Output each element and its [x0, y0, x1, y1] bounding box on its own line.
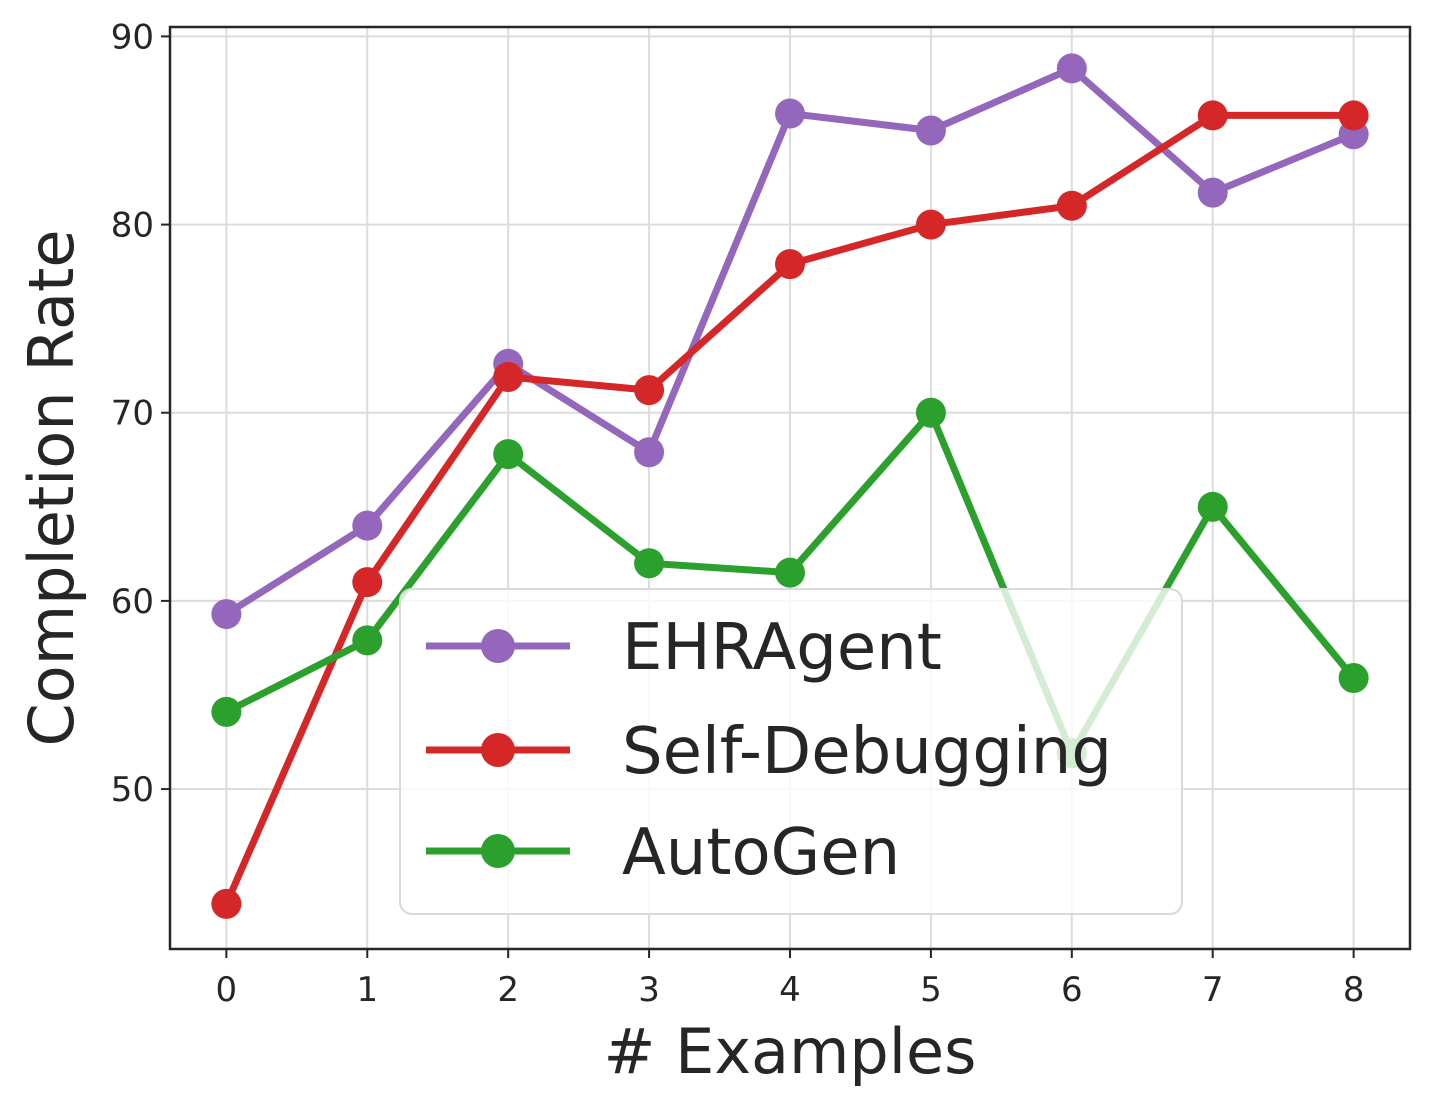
x-tick-label: 5 — [920, 970, 942, 1010]
legend: EHRAgent Self-Debugging AutoGen — [399, 588, 1183, 915]
data-point — [1197, 100, 1228, 131]
legend-entry: EHRAgent — [426, 611, 942, 685]
data-point — [1197, 491, 1228, 522]
y-tick-label: 50 — [111, 770, 154, 810]
x-tick-label: 0 — [216, 970, 238, 1010]
data-point — [493, 439, 524, 470]
data-point — [1056, 53, 1087, 84]
x-tick-label: 4 — [779, 970, 801, 1010]
y-tick-label: 60 — [111, 582, 154, 622]
data-point — [775, 249, 805, 280]
data-point — [634, 548, 665, 579]
series-self-debugging — [211, 100, 1369, 919]
legend-label: Self-Debugging — [622, 715, 1112, 789]
data-point — [493, 361, 524, 392]
legend-entry: AutoGen — [426, 816, 900, 890]
data-point — [634, 437, 665, 468]
y-tick-label: 90 — [111, 17, 154, 57]
legend-label: AutoGen — [622, 816, 900, 890]
data-point — [915, 115, 946, 146]
data-point — [1338, 663, 1369, 694]
data-point — [1056, 190, 1087, 221]
data-point — [352, 510, 383, 541]
data-point — [775, 98, 805, 129]
y-tick-label: 80 — [111, 206, 154, 246]
data-point — [775, 557, 805, 588]
data-point — [634, 375, 665, 406]
x-axis-title: # Examples — [604, 1015, 977, 1088]
x-tick-label: 7 — [1202, 970, 1224, 1010]
x-tick-label: 8 — [1343, 970, 1365, 1010]
data-point — [1338, 100, 1369, 131]
data-point — [352, 625, 383, 656]
y-tick-label: 70 — [111, 394, 154, 434]
legend-entry: Self-Debugging — [426, 715, 1112, 789]
x-tick-label: 1 — [356, 970, 378, 1010]
y-axis-title: Completion Rate — [15, 230, 88, 747]
data-point — [1197, 177, 1228, 208]
data-point — [915, 209, 946, 240]
legend-label: EHRAgent — [622, 611, 942, 685]
grid — [170, 27, 1410, 949]
data-point — [211, 888, 242, 919]
x-tick-label: 2 — [497, 970, 519, 1010]
x-tick-label: 3 — [638, 970, 660, 1010]
data-point — [211, 696, 242, 727]
data-point — [211, 599, 242, 630]
axis-ticks: 0 1 2 3 4 5 6 7 8 50 60 70 80 90 — [111, 17, 1365, 1010]
x-tick-label: 6 — [1061, 970, 1083, 1010]
data-point — [352, 567, 383, 598]
data-point — [915, 397, 946, 428]
legend-marker — [481, 733, 515, 767]
legend-marker — [481, 629, 515, 663]
legend-box — [399, 588, 1183, 915]
legend-marker — [481, 834, 515, 868]
